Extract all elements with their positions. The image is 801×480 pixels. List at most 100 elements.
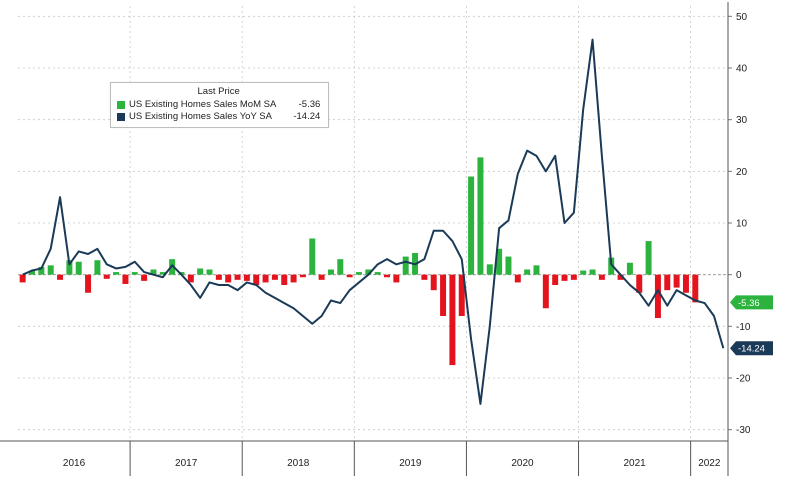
mom-bar xyxy=(19,274,26,283)
mom-bar xyxy=(468,176,475,275)
mom-bar xyxy=(271,274,278,280)
mom-bar xyxy=(477,157,484,275)
mom-bar xyxy=(486,264,493,275)
mom-bar xyxy=(570,274,577,280)
mom-bar xyxy=(636,274,643,293)
mom-bar xyxy=(103,274,110,279)
legend-title: Last Price xyxy=(197,86,240,97)
mom-bar xyxy=(402,256,409,275)
mom-bar xyxy=(384,274,391,278)
mom-bar xyxy=(664,274,671,291)
y-tick-label: 40 xyxy=(736,64,748,75)
x-year-label: 2019 xyxy=(399,458,422,469)
y-axis: 50 40 30 20 10 0 -10 -20 -30 xyxy=(728,12,751,436)
y-tick-label: -20 xyxy=(736,374,751,385)
mom-bar xyxy=(47,265,54,275)
mom-bar xyxy=(94,260,101,275)
mom-bar xyxy=(243,274,250,281)
mom-bar xyxy=(299,274,306,278)
mom-bar xyxy=(645,241,652,275)
grid xyxy=(18,6,728,440)
mom-bar xyxy=(589,269,596,275)
y-tick-label: -30 xyxy=(736,425,751,436)
mom-bar xyxy=(692,274,699,303)
mom-bar xyxy=(159,272,166,275)
mom-bar xyxy=(365,269,372,275)
legend-entry-yoy: US Existing Homes Sales YoY SA -14.24 xyxy=(117,111,320,123)
mom-bar xyxy=(131,272,138,275)
mom-bar xyxy=(197,268,204,275)
last-value-tags: -5.36 -14.24 xyxy=(730,295,773,356)
mom-bar xyxy=(66,260,73,275)
legend-label-mom: US Existing Homes Sales MoM SA xyxy=(129,99,277,110)
mom-bar xyxy=(430,274,437,291)
y-tick-label: 0 xyxy=(736,270,742,281)
mom-bar xyxy=(524,269,531,275)
x-year-label: 2022 xyxy=(698,458,721,469)
last-value-tag-mom xyxy=(730,295,773,310)
mom-bar xyxy=(309,238,316,275)
legend-label-yoy: US Existing Homes Sales YoY SA xyxy=(129,111,272,122)
mom-bar xyxy=(608,257,615,275)
mom-bar xyxy=(187,274,194,283)
x-year-label: 2020 xyxy=(511,458,534,469)
mom-bar xyxy=(421,274,428,280)
mom-bar xyxy=(561,274,568,281)
last-value-tag-yoy-text: -14.24 xyxy=(738,344,765,355)
x-year-label: 2018 xyxy=(287,458,310,469)
legend-entry-mom: US Existing Homes Sales MoM SA -5.36 xyxy=(117,99,320,111)
mom-bar xyxy=(253,274,260,285)
x-axis: 2016 2017 2018 2019 2020 2021 2022 xyxy=(0,2,729,476)
yoy-line xyxy=(22,38,725,405)
mom-bar xyxy=(113,272,120,275)
mom-bar xyxy=(673,274,680,288)
x-year-label: 2017 xyxy=(175,458,198,469)
mom-bar xyxy=(141,274,148,281)
mom-bar xyxy=(29,270,36,275)
mom-bar xyxy=(122,274,129,284)
y-tick-label: 50 xyxy=(736,12,748,23)
x-year-label: 2016 xyxy=(63,458,86,469)
mom-bar xyxy=(327,269,334,275)
mom-bar xyxy=(682,274,689,293)
mom-bar xyxy=(290,274,297,283)
last-value-tag-yoy xyxy=(730,341,773,356)
mom-bars xyxy=(19,157,699,366)
mom-bar xyxy=(393,274,400,283)
mom-bar xyxy=(374,272,381,275)
mom-bar xyxy=(281,274,288,285)
legend-value-yoy: -14.24 xyxy=(293,111,321,122)
mom-bar xyxy=(318,274,325,280)
y-tick-label: 10 xyxy=(736,219,748,230)
mom-bar xyxy=(617,274,624,280)
y-tick-label: 20 xyxy=(736,167,748,178)
x-year-label: 2021 xyxy=(623,458,646,469)
legend-value-mom: -5.36 xyxy=(298,99,321,110)
mom-bar xyxy=(514,274,521,283)
mom-bar xyxy=(580,270,587,275)
last-value-tag-mom-text: -5.36 xyxy=(738,298,760,309)
mom-bar xyxy=(505,256,512,275)
mom-bar xyxy=(552,274,559,285)
mom-bar xyxy=(654,274,661,319)
mom-bar xyxy=(75,261,82,275)
mom-bar xyxy=(262,274,269,283)
mom-bar xyxy=(458,274,465,316)
mom-bar xyxy=(346,274,353,278)
y-tick-label: 30 xyxy=(736,115,748,126)
mom-bar xyxy=(496,248,503,275)
mom-bar xyxy=(85,274,92,293)
mom-bar xyxy=(355,272,362,275)
legend: Last Price US Existing Homes Sales MoM S… xyxy=(110,82,330,128)
mom-bar xyxy=(215,274,222,280)
mom-bar xyxy=(337,259,344,275)
mom-bar xyxy=(234,274,241,280)
mom-bar xyxy=(626,262,633,275)
mom-bar xyxy=(533,265,540,275)
mom-bar xyxy=(440,274,447,316)
mom-bar xyxy=(206,269,213,275)
mom-bar xyxy=(449,274,456,366)
mom-bar xyxy=(225,274,232,283)
mom-bar xyxy=(38,266,45,275)
mom-bar xyxy=(150,269,157,275)
